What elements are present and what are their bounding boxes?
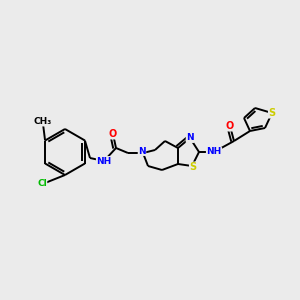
Text: NH: NH bbox=[206, 148, 222, 157]
Text: S: S bbox=[189, 162, 197, 172]
Text: S: S bbox=[268, 108, 276, 118]
Text: N: N bbox=[138, 146, 146, 155]
Text: Cl: Cl bbox=[37, 178, 47, 188]
Text: NH: NH bbox=[96, 157, 112, 166]
Text: O: O bbox=[226, 121, 234, 131]
Text: O: O bbox=[109, 129, 117, 139]
Text: CH₃: CH₃ bbox=[34, 117, 52, 126]
Text: N: N bbox=[186, 134, 194, 142]
